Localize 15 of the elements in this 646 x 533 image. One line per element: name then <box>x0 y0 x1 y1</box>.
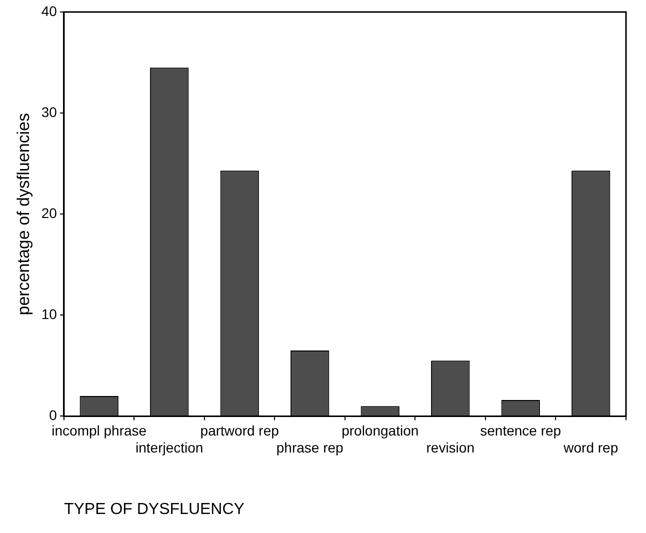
x-tick-label: incompl phrase <box>52 422 147 438</box>
x-tick-label: partword rep <box>200 422 280 438</box>
y-tick-label: 40 <box>41 2 58 19</box>
y-tick-label: 0 <box>49 407 58 424</box>
x-tick-label: prolongation <box>342 422 419 438</box>
x-axis-title: TYPE OF DYSFLUENCY <box>64 500 245 518</box>
y-tick-label: 20 <box>41 204 58 221</box>
x-tick-label: word rep <box>562 439 618 456</box>
x-tick-label: sentence rep <box>480 422 562 438</box>
x-tick-label: revision <box>426 439 474 456</box>
x-tick-label: phrase rep <box>276 439 344 456</box>
y-tick-label: 30 <box>41 104 58 120</box>
y-tick-label: 10 <box>41 306 58 322</box>
x-tick-label: interjection <box>136 439 204 456</box>
y-axis-title: percentage of dysfluencies <box>14 112 33 316</box>
